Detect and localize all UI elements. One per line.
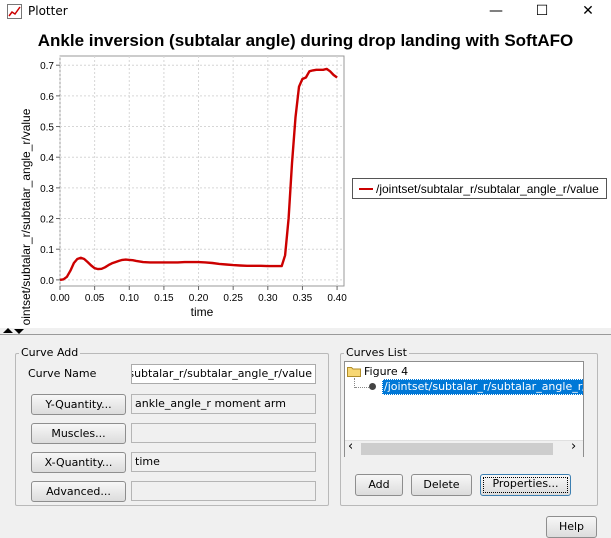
properties-button[interactable]: Properties... bbox=[480, 474, 571, 496]
y-tick-label: 0.7 bbox=[40, 61, 54, 72]
series bbox=[59, 67, 338, 282]
x-axis: 0.00 0.05 0.10 0.15 0.20 0.25 0.30 0.35 0.40 bbox=[50, 286, 347, 304]
y-tick-label: 0.3 bbox=[40, 184, 54, 195]
x-tick-label: 0.00 bbox=[50, 293, 70, 304]
chart-legend: /jointset/subtalar_r/subtalar_angle_r/va… bbox=[352, 178, 607, 199]
legend-swatch bbox=[359, 188, 373, 190]
curve-name-input[interactable]: /jointset/subtalar_r/subtalar_angle_r/va… bbox=[131, 364, 316, 384]
folder-icon bbox=[347, 367, 361, 377]
y-tick-label: 0.6 bbox=[40, 92, 54, 103]
muscles-button[interactable]: Muscles... bbox=[31, 423, 126, 444]
y-tick-label: 0.5 bbox=[40, 123, 54, 134]
curve-name-value: /jointset/subtalar_r/subtalar_angle_r/va… bbox=[131, 367, 312, 380]
title-bar bbox=[0, 0, 611, 24]
plotter-app-icon bbox=[7, 4, 22, 19]
close-icon: ✕ bbox=[582, 3, 594, 19]
line-chart[interactable]: 0.0 0.1 0.2 0.3 0.4 0.5 0.6 0.7 0.00 0.05 0.10 0.1… bbox=[0, 50, 350, 325]
figure-node[interactable]: Figure 4 bbox=[364, 365, 409, 378]
grid bbox=[59, 56, 344, 286]
x-tick-label: 0.20 bbox=[189, 293, 209, 304]
curve-node-icon bbox=[369, 383, 376, 390]
scroll-left-icon[interactable]: ‹ bbox=[348, 439, 354, 454]
tree-horizontal-scrollbar[interactable]: ‹ › bbox=[345, 439, 583, 457]
expand-down-icon[interactable] bbox=[14, 329, 24, 334]
x-tick-label: 0.40 bbox=[327, 293, 347, 304]
advanced-button[interactable]: Advanced... bbox=[31, 481, 126, 502]
close-button[interactable]: ✕ bbox=[565, 0, 611, 24]
curves-list-group bbox=[340, 353, 598, 506]
x-quantity-field: time bbox=[131, 452, 316, 472]
x-tick-label: 0.25 bbox=[223, 293, 243, 304]
delete-curve-button[interactable]: Delete bbox=[411, 474, 472, 496]
scroll-right-icon[interactable]: › bbox=[571, 439, 577, 454]
x-quantity-button[interactable]: X-Quantity... bbox=[31, 452, 126, 473]
x-axis-label: time bbox=[191, 305, 214, 319]
chart-title: Ankle inversion (subtalar angle) during … bbox=[37, 31, 574, 50]
maximize-button[interactable]: ☐ bbox=[519, 0, 565, 24]
legend-entry: /jointset/subtalar_r/subtalar_angle_r/va… bbox=[376, 182, 599, 196]
curve-name-label: Curve Name bbox=[28, 367, 97, 380]
maximize-icon: ☐ bbox=[535, 3, 549, 19]
x-tick-label: 0.05 bbox=[85, 293, 105, 304]
x-tick-label: 0.35 bbox=[293, 293, 313, 304]
split-pane-divider[interactable] bbox=[0, 328, 611, 335]
y-axis: 0.0 0.1 0.2 0.3 0.4 0.5 0.6 0.7 bbox=[40, 61, 60, 287]
y-axis-label: /jointset/subtalar_r/subtalar_angle_r/va… bbox=[19, 108, 33, 325]
minimize-icon: — bbox=[489, 3, 503, 19]
curves-list-group-label: Curves List bbox=[344, 346, 409, 359]
y-tick-label: 0.0 bbox=[40, 276, 54, 287]
series-line bbox=[59, 67, 338, 282]
collapse-up-icon[interactable] bbox=[3, 328, 13, 333]
plot-background bbox=[59, 55, 345, 287]
window-title: Plotter bbox=[28, 4, 68, 18]
x-tick-label: 0.30 bbox=[258, 293, 278, 304]
y-tick-label: 0.1 bbox=[40, 245, 54, 256]
add-curve-button[interactable]: Add bbox=[355, 474, 403, 496]
scrollbar-thumb[interactable] bbox=[361, 443, 553, 455]
y-tick-label: 0.2 bbox=[40, 215, 54, 226]
curve-list-item-selected[interactable]: /jointset/subtalar_r/subtalar_angle_r/va… bbox=[382, 379, 583, 395]
y-quantity-field: ankle_angle_r moment arm bbox=[131, 394, 316, 414]
muscles-field bbox=[131, 423, 316, 443]
curve-add-group bbox=[15, 353, 329, 506]
x-tick-label: 0.15 bbox=[154, 293, 174, 304]
tree-line bbox=[355, 387, 369, 389]
advanced-field bbox=[131, 481, 316, 501]
minimize-button[interactable]: — bbox=[473, 0, 519, 24]
x-tick-label: 0.10 bbox=[120, 293, 140, 304]
help-button[interactable]: Help bbox=[546, 516, 597, 538]
y-quantity-button[interactable]: Y-Quantity... bbox=[31, 394, 126, 415]
curve-add-group-label: Curve Add bbox=[19, 346, 81, 359]
y-tick-label: 0.4 bbox=[40, 153, 54, 164]
tree-line bbox=[354, 378, 356, 388]
